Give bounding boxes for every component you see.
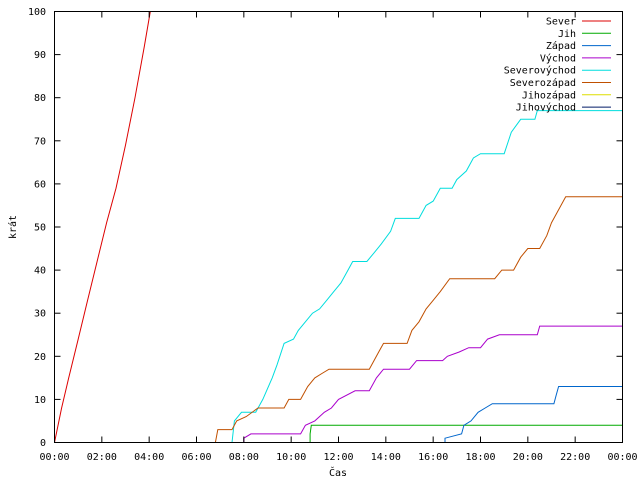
- x-axis-label: Čas: [329, 466, 347, 479]
- y-tick-label: 100: [28, 7, 46, 18]
- y-tick-label: 10: [34, 395, 46, 406]
- x-tick-label: 22:00: [560, 452, 590, 463]
- legend: SeverJihZápadVýchodSeverovýchodSeverozáp…: [504, 17, 611, 114]
- y-tick-label: 40: [34, 266, 46, 277]
- legend-label: Severozápad: [510, 77, 576, 89]
- x-tick-label: 18:00: [465, 452, 495, 463]
- series-layer: [54, 11, 623, 443]
- x-tick-label: 20:00: [513, 452, 543, 463]
- y-tick-label: 90: [34, 50, 46, 61]
- legend-label: Jihovýchod: [516, 102, 576, 114]
- series-line-východ: [243, 325, 623, 443]
- x-tick-label: 16:00: [418, 452, 448, 463]
- series-line-západ: [444, 386, 623, 443]
- series-line-severozápad: [214, 196, 623, 443]
- legend-label: Jih: [558, 29, 576, 40]
- x-tick-label: 12:00: [323, 452, 353, 463]
- y-tick-label: 20: [34, 352, 46, 363]
- x-tick-label: 08:00: [229, 452, 259, 463]
- legend-label: Severovýchod: [504, 65, 576, 77]
- legend-label: Jihozápad: [522, 89, 576, 101]
- y-tick-label: 70: [34, 136, 46, 147]
- x-tick-label: 06:00: [181, 452, 211, 463]
- y-tick-label: 0: [40, 438, 46, 449]
- series-line-severovýchod: [231, 110, 623, 443]
- x-tick-label: 10:00: [276, 452, 306, 463]
- series-line-sever: [54, 11, 151, 443]
- legend-label: Východ: [540, 52, 576, 64]
- axis-layer: 00:00 02:00 04:00 06:00 08:00 10:00 12:00 14:00…: [28, 7, 638, 463]
- legend-label: Sever: [546, 17, 576, 28]
- x-tick-label: 02:00: [87, 452, 117, 463]
- y-tick-label: 50: [34, 223, 46, 234]
- x-tick-label: 04:00: [134, 452, 164, 463]
- y-tick-label: 60: [34, 179, 46, 190]
- y-tick-label: 30: [34, 309, 46, 320]
- y-tick-label: 80: [34, 93, 46, 104]
- series-line-jih: [309, 424, 623, 443]
- y-axis-label: krát: [7, 215, 19, 239]
- x-tick-label: 14:00: [371, 452, 401, 463]
- x-tick-label: 00:00: [39, 452, 69, 463]
- x-tick-label: 00:00: [607, 452, 637, 463]
- legend-label: Západ: [546, 40, 576, 52]
